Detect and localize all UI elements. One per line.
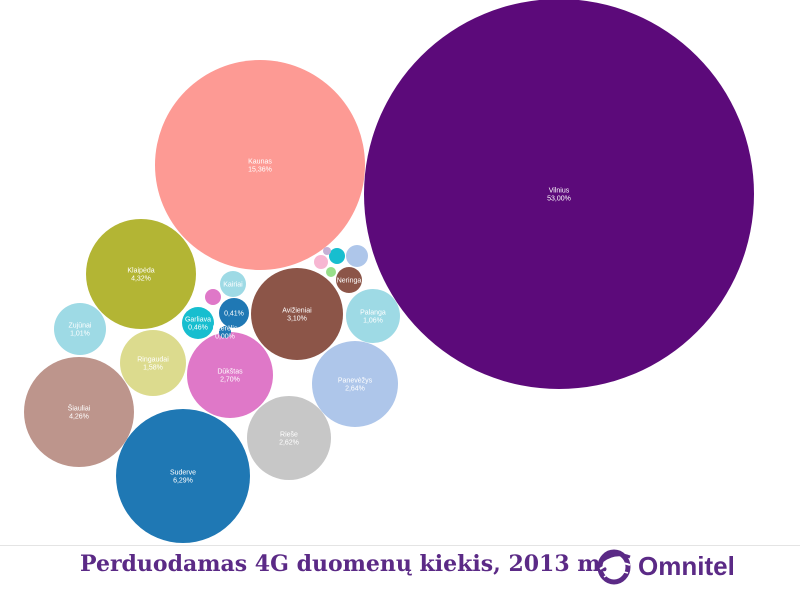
bubble[interactable] [329, 248, 345, 264]
bubble[interactable]: Neringa [336, 267, 362, 293]
bubble-circle[interactable] [346, 245, 368, 267]
bubble-name-label: Panevėžys [338, 378, 373, 385]
bubble-circle[interactable] [251, 268, 343, 360]
bubble[interactable] [205, 289, 221, 305]
bubble-value-label: 15,36% [248, 167, 272, 174]
bubble-circle[interactable] [219, 326, 231, 338]
bubble-value-label: 1,58% [143, 365, 163, 372]
bubble-name-label: Kairiai [223, 282, 243, 289]
bubble[interactable] [314, 255, 328, 269]
bubble[interactable] [326, 267, 336, 277]
bubble-value-label: 2,64% [345, 386, 365, 393]
bubble-name-label: Zujūnai [69, 323, 92, 330]
bubble-name-label: Neringa [337, 278, 362, 285]
bubble-circle[interactable] [312, 341, 398, 427]
bubble-circle[interactable] [329, 248, 345, 264]
bubble-name-label: Ežerėlis [213, 326, 238, 333]
bubble-name-label: Dūkštas [217, 369, 243, 376]
bubble-circle[interactable] [314, 255, 328, 269]
bubble-circle[interactable] [247, 396, 331, 480]
bubble-value-label: 2,62% [279, 440, 299, 447]
bubble-name-label: Garliava [185, 317, 211, 324]
bubble-name-label: Kaunas [248, 159, 272, 166]
bubble-circle[interactable] [220, 271, 246, 297]
bubble-circle[interactable] [187, 332, 273, 418]
bubble-value-label: 0,00% [215, 334, 235, 341]
bubble-name-label: Rieše [280, 432, 298, 439]
bubble-value-label: 6,29% [173, 478, 193, 485]
bubble-value-label: 0,41% [224, 311, 244, 318]
bubble-chart: Vilnius53,00%Kaunas15,36%Suderve6,29%Kla… [24, 0, 754, 543]
bubble-name-label: Suderve [170, 470, 196, 477]
bubble-value-label: 0,46% [188, 325, 208, 332]
bubble-circle[interactable] [120, 330, 186, 396]
bubble-value-label: 1,06% [363, 318, 383, 325]
bubble-name-label: Ringaudai [137, 357, 169, 364]
bubble-circle[interactable] [155, 60, 365, 270]
bubble[interactable] [323, 247, 331, 255]
bubble-circle[interactable] [346, 289, 400, 343]
bubble[interactable]: Kairiai [220, 271, 246, 297]
bubble-value-label: 1,01% [70, 331, 90, 338]
bubble-value-label: 3,10% [287, 316, 307, 323]
bubble-circle[interactable] [86, 219, 196, 329]
bubble-name-label: Palanga [360, 310, 386, 317]
chart-title: Perduodamas 4G duomenų kiekis, 2013 m. [80, 551, 609, 577]
bubble-circle[interactable] [323, 247, 331, 255]
footer-divider [0, 545, 800, 546]
bubble-name-label: Klaipėda [127, 268, 154, 275]
bubble-circle[interactable] [219, 298, 249, 328]
bubble-value-label: 4,26% [69, 414, 89, 421]
bubble-circle[interactable] [326, 267, 336, 277]
brand-name: Omnitel [638, 550, 735, 581]
bubble-value-label: 53,00% [547, 196, 571, 203]
bubble-name-label: Vilnius [549, 188, 570, 195]
bubble-name-label: Šiauliai [68, 404, 91, 413]
bubble[interactable]: 0,41% [219, 298, 249, 328]
bubble-name-label: Avižieniai [282, 308, 312, 315]
bubble-circle[interactable] [182, 307, 214, 339]
bubble-circle[interactable] [364, 0, 754, 389]
bubble-circle[interactable] [205, 289, 221, 305]
bubble[interactable] [346, 245, 368, 267]
bubble-circle[interactable] [336, 267, 362, 293]
bubble-value-label: 4,32% [131, 276, 151, 283]
brand: Omnitel [598, 546, 735, 586]
bubble-value-label: 2,70% [220, 377, 240, 384]
omnitel-logo-icon [598, 549, 631, 585]
bubble-circle[interactable] [116, 409, 250, 543]
bubble-circle[interactable] [24, 357, 134, 467]
bubble-circle[interactable] [54, 303, 106, 355]
